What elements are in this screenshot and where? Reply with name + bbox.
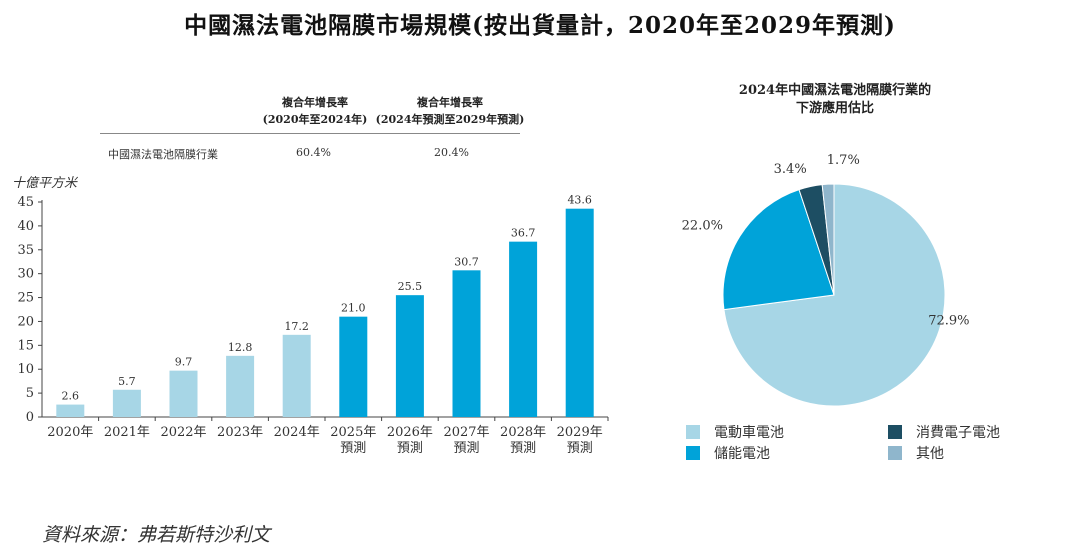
bar-value-label: 17.2 (284, 320, 309, 333)
cagr-header-line: 複合年增長率 (417, 96, 483, 109)
bar-value-label: 21.0 (341, 302, 366, 315)
legend-ev-battery: 電動車電池 (686, 422, 784, 442)
legend-swatch (686, 425, 700, 439)
cagr-table-divider (100, 133, 520, 134)
legend-label: 電動車電池 (714, 425, 784, 441)
y-axis-unit-label: 十億平方米 (12, 176, 78, 191)
y-tick-label: 30 (17, 267, 34, 282)
x-tick-label: 2021年 (104, 425, 150, 440)
legend-other: 其他 (888, 443, 944, 463)
x-tick-label: 2025年 (330, 425, 376, 440)
legend-consumer-battery: 消費電子電池 (888, 422, 1000, 442)
x-tick-label: 2029年 (557, 425, 603, 440)
y-tick-label: 15 (17, 338, 34, 353)
x-tick-label: 2020年 (47, 425, 93, 440)
bar (112, 389, 141, 417)
pie-slice-label: 22.0% (682, 219, 723, 234)
x-tick-label: 2027年 (443, 425, 489, 440)
x-tick-label: 2026年 (387, 425, 433, 440)
cagr-value-2020-2024: 60.4% (296, 146, 331, 159)
y-tick-label: 35 (17, 243, 34, 258)
bar-value-label: 30.7 (454, 255, 479, 268)
pie-title-line: 下游應用估比 (795, 101, 874, 116)
bar (452, 270, 481, 417)
bar-value-label: 43.6 (567, 194, 592, 207)
cagr-header-line: (2024年預測至2029年預測) (375, 113, 525, 126)
legend-label: 消費電子電池 (916, 425, 1000, 441)
cagr-header-2024-2029: 複合年增長率 (2024年預測至2029年預測) (375, 94, 525, 128)
cagr-value-2024-2029: 20.4% (434, 146, 469, 159)
bar-value-label: 12.8 (228, 341, 253, 354)
bar-value-label: 25.5 (398, 280, 423, 293)
x-tick-label: 2023年 (217, 425, 263, 440)
pie-title-line: 2024年中國濕法電池隔膜行業的 (738, 83, 932, 98)
legend-swatch (888, 425, 902, 439)
legend-swatch (888, 446, 902, 460)
legend-label: 其他 (916, 446, 944, 462)
pie-slice-label: 3.4% (774, 162, 807, 177)
pie-slice-label: 72.9% (928, 314, 969, 329)
legend-storage-battery: 儲能電池 (686, 443, 770, 463)
x-tick-label: 2028年 (500, 425, 546, 440)
pie-chart-title: 2024年中國濕法電池隔膜行業的 下游應用估比 (700, 82, 970, 118)
cagr-row-label: 中國濕法電池隔膜行業 (108, 148, 218, 161)
x-tick-label: 預測 (567, 441, 593, 456)
y-tick-label: 25 (17, 291, 34, 306)
x-tick-label: 預測 (510, 441, 536, 456)
bar (565, 208, 594, 417)
chart-title: 中國濕法電池隔膜市場規模(按出貨量計，2020年至2029年預測) (184, 12, 896, 39)
bar-value-label: 9.7 (175, 356, 193, 369)
bar-value-label: 2.6 (62, 390, 80, 403)
y-tick-label: 40 (17, 219, 34, 234)
bar (339, 316, 368, 417)
pie-slice (821, 183, 835, 296)
x-tick-label: 預測 (340, 441, 366, 456)
pie-slice-label: 1.7% (827, 153, 860, 168)
bar (169, 370, 198, 417)
bar-value-label: 36.7 (511, 227, 536, 240)
y-tick-label: 0 (26, 410, 34, 425)
x-tick-label: 2022年 (160, 425, 206, 440)
x-tick-label: 預測 (397, 441, 423, 456)
bar (282, 334, 311, 417)
bar-value-label: 5.7 (118, 375, 136, 388)
cagr-header-line: (2020年至2024年) (262, 113, 368, 126)
y-tick-label: 5 (26, 386, 34, 401)
y-tick-label: 20 (17, 314, 34, 329)
cagr-header-line: 複合年增長率 (282, 96, 348, 109)
source-note: 資料來源：弗若斯特沙利文 (42, 524, 271, 546)
cagr-header-2020-2024: 複合年增長率 (2020年至2024年) (250, 94, 380, 128)
bar (395, 295, 424, 417)
legend-label: 儲能電池 (714, 446, 770, 462)
y-tick-label: 10 (17, 362, 34, 377)
x-tick-label: 2024年 (274, 425, 320, 440)
y-tick-label: 45 (17, 195, 34, 210)
bar (509, 241, 538, 417)
pie-slice (722, 189, 835, 311)
bar (56, 404, 85, 417)
x-tick-label: 預測 (453, 441, 479, 456)
bar (226, 355, 255, 417)
legend-swatch (686, 446, 700, 460)
